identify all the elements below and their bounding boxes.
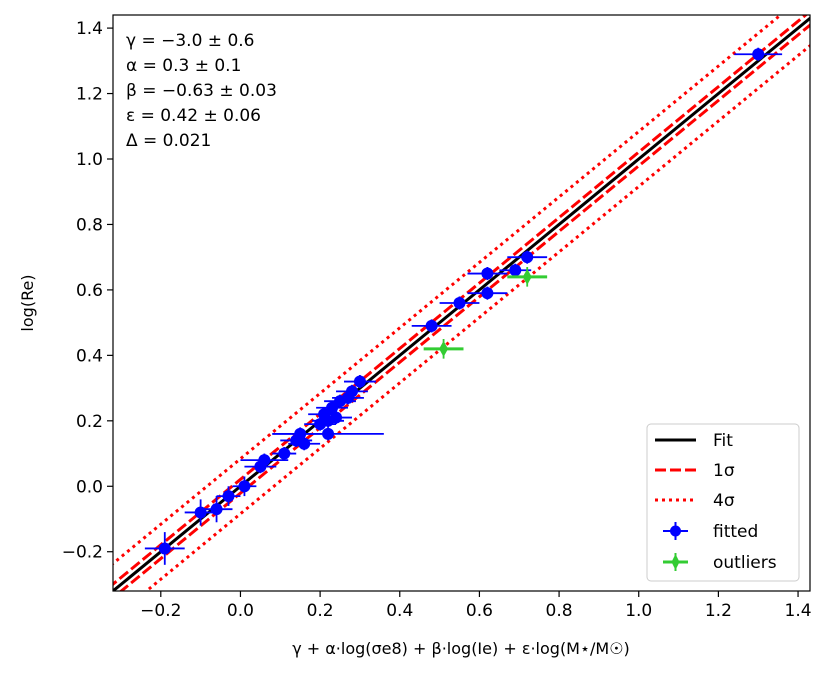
x-tick-label: 1.4 [785,601,812,621]
y-tick-label: 0.6 [76,281,103,301]
outliers-marker-1 [522,268,532,285]
legend-4sigma-label: 4σ [713,491,735,511]
annotation-line: β = −0.63 ± 0.03 [126,81,277,101]
fitted-marker-4 [238,480,251,493]
legend-box [646,423,800,582]
x-tick-label: 0.2 [307,601,334,621]
fitted-marker-0 [158,542,171,555]
x-tick-label: 1.0 [625,601,652,621]
fitted-marker-25 [509,264,522,277]
annotation-line: γ = −3.0 ± 0.6 [126,31,254,51]
fitted-point-3 [216,486,241,506]
fitted-point-20 [344,375,376,389]
y-tick-label: 0.4 [76,346,103,366]
annotation-line: α = 0.3 ± 0.1 [126,56,241,76]
fitted-marker-15 [326,401,339,414]
legend-outliers-label: outliers [713,553,777,573]
x-tick-label: 1.2 [705,601,732,621]
fit-parameters-annotation: γ = −3.0 ± 0.6 α = 0.3 ± 0.1 β = −0.63 ± 0… [126,31,277,151]
fitted-marker-24 [481,267,494,280]
x-tick-label: 0.8 [546,601,573,621]
line-dashed-2 [119,23,810,591]
fitted-point-22 [439,296,480,310]
legend: Fit 1σ 4σ fitted outliers [646,423,800,582]
y-tick-label: 0.0 [76,477,103,497]
outliers-point-0 [423,339,464,359]
fitted-point-10 [288,437,321,451]
fitted-marker-1 [194,506,207,519]
legend-fitted-swatch [663,522,688,540]
fitted-point-25 [499,263,532,277]
fitted-point-12 [272,427,384,441]
y-tick-label: 0.8 [76,215,103,235]
fitted-marker-6 [258,454,271,467]
x-tick-label: 0.4 [386,601,413,621]
y-tick-label: 1.2 [76,85,103,105]
fitted-point-2 [200,496,233,523]
fitted-marker-16 [330,411,343,424]
y-axis-label: log(Re) [18,274,37,331]
y-tick-label: −0.2 [62,543,103,563]
fitted-point-27 [734,47,783,61]
x-tick-label: −0.2 [140,601,181,621]
legend-1sigma-label: 1σ [713,461,735,481]
x-tick-label: 0.0 [227,601,254,621]
x-axis-label: γ + α·log(σe8) + β·log(Ie) + ε·log(M⋆/M☉… [292,639,630,658]
legend-fitted-label: fitted [713,522,758,542]
plot-frame [112,14,811,592]
fitted-marker-10 [298,437,311,450]
legend-outliers-swatch [663,553,688,571]
fitted-marker-22 [453,297,466,309]
y-tick-label: 1.0 [76,150,103,170]
outliers-point-1 [507,267,548,287]
fitted-point-15 [316,401,348,415]
fitted-marker-12 [322,427,335,440]
fitted-marker-20 [353,375,366,388]
fitted-point-0 [144,532,185,565]
fitted-marker-2 [210,503,223,516]
x-tick-label: 0.6 [466,601,493,621]
fitted-marker-3 [222,490,235,503]
fitted-marker-27 [752,48,765,61]
fitted-point-19 [336,384,368,398]
fitted-point-23 [467,286,508,300]
fitted-marker-23 [481,287,494,300]
legend-fit-label: Fit [713,431,733,451]
fitted-marker-26 [521,251,534,264]
fitted-point-24 [467,267,508,281]
fitted-point-4 [232,476,257,497]
fitted-point-26 [507,250,548,264]
y-tick-label: 1.4 [76,19,103,39]
annotation-line: Δ = 0.021 [126,131,211,151]
fitted-point-7 [272,447,297,461]
fitted-point-21 [411,319,452,333]
y-tick-label: 0.2 [76,412,103,432]
fitted-point-16 [320,411,352,425]
fitted-marker-7 [278,447,291,460]
fitted-point-6 [240,453,289,467]
fitted-marker-21 [425,319,438,332]
fitted-marker-19 [345,385,358,398]
annotation-line: ε = 0.42 ± 0.06 [126,106,261,126]
outliers-marker-0 [439,340,449,357]
